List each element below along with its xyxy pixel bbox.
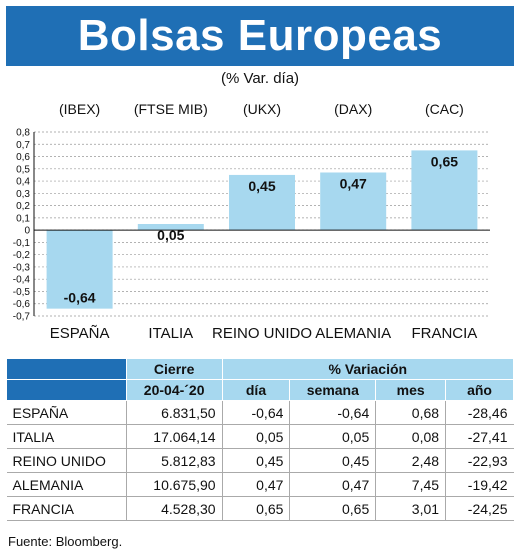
cell-semana: -0,64 [289,400,376,425]
y-tick-label: -0,5 [13,287,31,298]
y-tick-label: -0,2 [13,250,31,261]
table-row: ALEMANIA 10.675,90 0,47 0,47 7,45 -19,42 [6,472,514,497]
cell-mes: 0,08 [375,424,446,449]
data-label: 0,65 [431,153,458,169]
cell-anio: -28,46 [445,400,514,425]
index-label: (UKX) [243,101,281,117]
bar [137,224,204,231]
cell-cierre: 4.528,30 [125,496,223,521]
y-tick-label: 0,2 [16,201,30,212]
data-table: Cierre % Variación 20-04-´20 día semana … [6,358,515,521]
table-header-blank [6,358,127,380]
y-tick-label: -0,4 [13,275,31,286]
y-tick-label: 0,6 [16,152,30,163]
y-tick-label: -0,3 [13,262,31,273]
y-tick-label: 0,3 [16,189,30,200]
table-header-cierre: Cierre [125,358,223,380]
data-label: 0,05 [157,227,184,243]
table-row: REINO UNIDO 5.812,83 0,45 0,45 2,48 -22,… [6,448,514,473]
row-name: ALEMANIA [6,472,127,497]
row-name: ESPAÑA [6,400,127,425]
cell-semana: 0,05 [289,424,376,449]
index-label: (DAX) [334,101,372,117]
source-note: Fuente: Bloomberg. [8,534,123,549]
cell-dia: -0,64 [221,400,290,425]
x-category-label: ALEMANIA [315,325,391,342]
y-tick-label: -0,1 [13,238,31,249]
cell-dia: 0,47 [221,472,290,497]
table-header-fecha: 20-04-´20 [125,379,223,401]
table-header-mes: mes [375,379,447,401]
bar [46,230,113,309]
x-category-label: ITALIA [148,325,193,342]
cell-semana: 0,45 [289,448,376,473]
cell-cierre: 6.831,50 [125,400,223,425]
cell-mes: 3,01 [375,496,446,521]
x-category-label: REINO UNIDO [212,325,312,342]
bar-chart: 0,80,70,60,5 0,40,30,20,1 0-0,1-0,2-0,3 -0,… [13,101,490,342]
y-tick-label: 0,7 [16,140,30,151]
data-label: 0,47 [340,175,367,191]
y-tick-label: 0,5 [16,164,30,175]
y-tick-label: 0 [24,226,30,237]
index-label: (CAC) [425,101,464,117]
subtitle: (% Var. día) [220,70,300,87]
table-row: ESPAÑA 6.831,50 -0,64 -0,64 0,68 -28,46 [6,400,514,425]
cell-mes: 2,48 [375,448,446,473]
data-label: 0,45 [248,178,275,194]
table-header-dia: día [221,379,291,401]
cell-dia: 0,45 [221,448,290,473]
x-category-label: FRANCIA [411,325,477,342]
table-row: FRANCIA 4.528,30 0,65 0,65 3,01 -24,25 [6,496,514,521]
cell-dia: 0,65 [221,496,290,521]
title-banner: Bolsas Europeas [6,6,514,66]
table-header-variacion: % Variación [221,358,515,380]
y-tick-label: -0,6 [13,299,31,310]
row-name: REINO UNIDO [6,448,127,473]
cell-semana: 0,47 [289,472,376,497]
data-label: -0,64 [64,290,96,306]
table-header-blank-2 [6,379,127,401]
cell-cierre: 17.064,14 [125,424,223,449]
cell-anio: -24,25 [445,496,514,521]
y-tick-label: 0,1 [16,213,30,224]
x-category-label: ESPAÑA [50,325,110,342]
y-tick-label: 0,8 [16,128,30,139]
y-tick-label: -0,7 [13,312,31,323]
table-header-anio: año [445,379,514,401]
table-row: ITALIA 17.064,14 0,05 0,05 0,08 -27,41 [6,424,514,449]
index-label: (FTSE MIB) [134,101,208,117]
bar [320,172,387,231]
table-header-semana: semana [289,379,377,401]
cell-anio: -22,93 [445,448,514,473]
cell-mes: 7,45 [375,472,446,497]
row-name: ITALIA [6,424,127,449]
index-label: (IBEX) [59,101,100,117]
cell-anio: -19,42 [445,472,514,497]
cell-semana: 0,65 [289,496,376,521]
y-tick-label: 0,4 [16,177,30,188]
cell-mes: 0,68 [375,400,446,425]
bar [229,174,295,231]
cell-anio: -27,41 [445,424,514,449]
bar [411,150,478,231]
row-name: FRANCIA [6,496,127,521]
cell-cierre: 5.812,83 [125,448,223,473]
cell-dia: 0,05 [221,424,290,449]
cell-cierre: 10.675,90 [125,472,223,497]
